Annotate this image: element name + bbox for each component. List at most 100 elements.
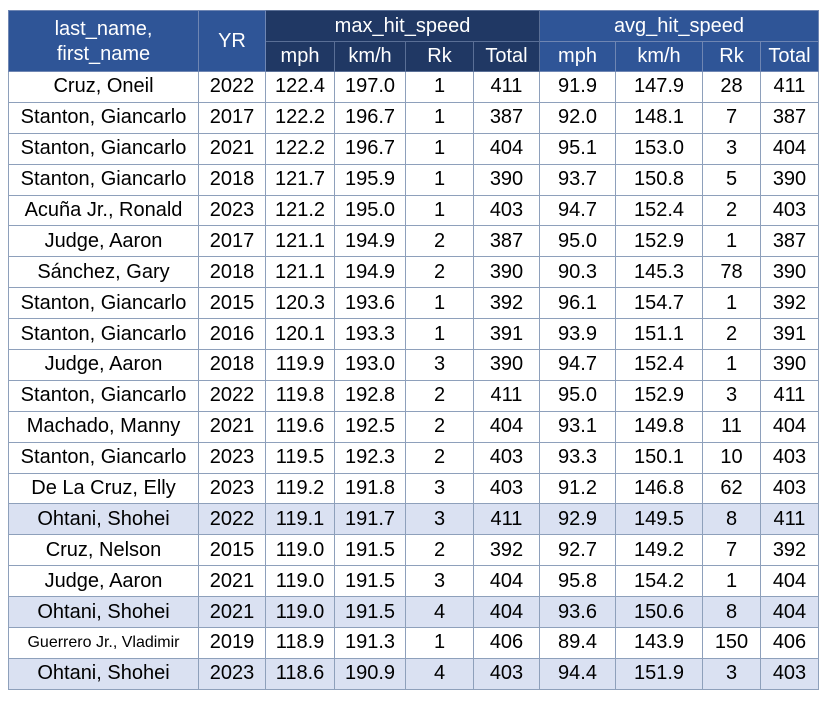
header-row-sub: mph km/h Rk Total mph km/h Rk Total bbox=[9, 41, 819, 72]
header-name-line1: last_name, bbox=[54, 18, 153, 40]
cell-max-rk: 3 bbox=[405, 565, 474, 598]
cell-avg-kmh: 151.1 bbox=[615, 318, 703, 351]
cell-max-total: 403 bbox=[473, 194, 540, 227]
cell-avg-rk: 1 bbox=[702, 287, 761, 320]
header-avg-hit-speed: avg_hit_speed bbox=[539, 10, 819, 42]
cell-avg-rk: 1 bbox=[702, 225, 761, 258]
cell-avg-rk: 2 bbox=[702, 194, 761, 227]
cell-year: 2015 bbox=[198, 287, 266, 320]
cell-year: 2023 bbox=[198, 657, 266, 690]
cell-avg-kmh: 150.6 bbox=[615, 596, 703, 629]
cell-year: 2023 bbox=[198, 441, 266, 474]
cell-avg-kmh: 152.9 bbox=[615, 379, 703, 412]
header-avg-total: Total bbox=[760, 41, 819, 72]
hit-speed-table: last_name, first_name YR max_hit_speed a… bbox=[8, 10, 819, 690]
cell-name: Ohtani, Shohei bbox=[8, 503, 199, 536]
cell-avg-rk: 62 bbox=[702, 472, 761, 505]
cell-max-kmh: 195.9 bbox=[334, 163, 406, 196]
table-row: Stanton, Giancarlo 2018 121.7 195.9 1 390 93.7… bbox=[8, 163, 819, 196]
cell-year: 2021 bbox=[198, 410, 266, 443]
cell-max-kmh: 193.0 bbox=[334, 349, 406, 381]
cell-name: Ohtani, Shohei bbox=[8, 657, 199, 690]
cell-avg-total: 392 bbox=[760, 287, 819, 320]
cell-avg-mph: 92.9 bbox=[539, 503, 616, 536]
cell-max-total: 390 bbox=[473, 256, 540, 289]
cell-name: Sánchez, Gary bbox=[8, 256, 199, 289]
cell-max-kmh: 192.5 bbox=[334, 410, 406, 443]
cell-avg-rk: 7 bbox=[702, 534, 761, 567]
cell-avg-total: 403 bbox=[760, 657, 819, 690]
cell-max-mph: 121.1 bbox=[265, 225, 335, 258]
table-row: Cruz, Oneil 2022 122.4 197.0 1 411 91.9 147.9 28… bbox=[8, 71, 819, 103]
header-max-total: Total bbox=[473, 41, 540, 72]
table-row: Judge, Aaron 2021 119.0 191.5 3 404 95.8 154.2 1… bbox=[8, 565, 819, 598]
table-row: Stanton, Giancarlo 2022 119.8 192.8 2 411 95.0… bbox=[8, 379, 819, 412]
header-row-group: last_name, first_name YR max_hit_speed a… bbox=[8, 10, 819, 72]
header-max-hit-speed: max_hit_speed bbox=[265, 10, 540, 42]
cell-year: 2016 bbox=[198, 318, 266, 351]
cell-max-mph: 119.8 bbox=[265, 379, 335, 412]
cell-max-rk: 1 bbox=[405, 101, 474, 134]
cell-avg-total: 390 bbox=[760, 163, 819, 196]
cell-max-mph: 119.0 bbox=[265, 565, 335, 598]
cell-max-total: 387 bbox=[473, 225, 540, 258]
table-row: Cruz, Nelson 2015 119.0 191.5 2 392 92.7 149.2 7… bbox=[8, 534, 819, 567]
cell-avg-mph: 93.3 bbox=[539, 441, 616, 474]
header-avg-rk: Rk bbox=[702, 41, 761, 72]
cell-avg-mph: 91.2 bbox=[539, 472, 616, 505]
cell-avg-mph: 93.9 bbox=[539, 318, 616, 351]
table-row: Guerrero Jr., Vladimir 2019 118.9 191.3 1 406… bbox=[8, 627, 819, 659]
table-row: Ohtani, Shohei 2022 119.1 191.7 3 411 92.9 149.… bbox=[8, 503, 819, 536]
cell-year: 2018 bbox=[198, 256, 266, 289]
cell-avg-kmh: 149.5 bbox=[615, 503, 703, 536]
cell-avg-mph: 93.7 bbox=[539, 163, 616, 196]
cell-max-total: 411 bbox=[473, 71, 540, 103]
cell-avg-rk: 1 bbox=[702, 349, 761, 381]
header-name: last_name, first_name bbox=[8, 10, 199, 72]
cell-avg-mph: 92.0 bbox=[539, 101, 616, 134]
cell-year: 2021 bbox=[198, 596, 266, 629]
cell-avg-total: 404 bbox=[760, 132, 819, 165]
cell-max-total: 392 bbox=[473, 287, 540, 320]
cell-name: Ohtani, Shohei bbox=[8, 596, 199, 629]
table-row: Judge, Aaron 2017 121.1 194.9 2 387 95.0 152.9 1… bbox=[8, 225, 819, 258]
cell-max-mph: 118.9 bbox=[265, 627, 335, 659]
cell-avg-kmh: 152.9 bbox=[615, 225, 703, 258]
cell-year: 2021 bbox=[198, 565, 266, 598]
table-row: Stanton, Giancarlo 2016 120.1 193.3 1 391 93.9… bbox=[8, 318, 819, 351]
cell-max-rk: 4 bbox=[405, 657, 474, 690]
cell-max-rk: 2 bbox=[405, 256, 474, 289]
table-row: Stanton, Giancarlo 2023 119.5 192.3 2 403 93.3… bbox=[8, 441, 819, 474]
header-max-kmh: km/h bbox=[334, 41, 406, 72]
cell-max-total: 404 bbox=[473, 132, 540, 165]
cell-max-mph: 121.2 bbox=[265, 194, 335, 227]
cell-year: 2022 bbox=[198, 503, 266, 536]
cell-max-kmh: 193.6 bbox=[334, 287, 406, 320]
table-row: Machado, Manny 2021 119.6 192.5 2 404 93.1 149.… bbox=[8, 410, 819, 443]
table-row: Acuña Jr., Ronald 2023 121.2 195.0 1 403 94.7 1… bbox=[8, 194, 819, 227]
cell-max-mph: 120.3 bbox=[265, 287, 335, 320]
cell-year: 2018 bbox=[198, 349, 266, 381]
cell-max-rk: 1 bbox=[405, 318, 474, 351]
cell-avg-mph: 94.7 bbox=[539, 349, 616, 381]
cell-max-mph: 121.7 bbox=[265, 163, 335, 196]
cell-name: Acuña Jr., Ronald bbox=[8, 194, 199, 227]
cell-max-kmh: 191.5 bbox=[334, 534, 406, 567]
table-row: Stanton, Giancarlo 2017 122.2 196.7 1 387 92.0… bbox=[8, 101, 819, 134]
cell-name: De La Cruz, Elly bbox=[8, 472, 199, 505]
cell-max-rk: 2 bbox=[405, 534, 474, 567]
cell-year: 2023 bbox=[198, 194, 266, 227]
cell-avg-mph: 95.8 bbox=[539, 565, 616, 598]
cell-max-kmh: 192.8 bbox=[334, 379, 406, 412]
cell-max-rk: 1 bbox=[405, 71, 474, 103]
cell-avg-rk: 1 bbox=[702, 565, 761, 598]
cell-avg-kmh: 152.4 bbox=[615, 349, 703, 381]
cell-avg-rk: 2 bbox=[702, 318, 761, 351]
cell-max-mph: 119.2 bbox=[265, 472, 335, 505]
cell-year: 2015 bbox=[198, 534, 266, 567]
cell-avg-rk: 3 bbox=[702, 379, 761, 412]
cell-name: Stanton, Giancarlo bbox=[8, 287, 199, 320]
cell-max-rk: 2 bbox=[405, 379, 474, 412]
table-row: De La Cruz, Elly 2023 119.2 191.8 3 403 91.2 14… bbox=[8, 472, 819, 505]
cell-avg-kmh: 150.8 bbox=[615, 163, 703, 196]
